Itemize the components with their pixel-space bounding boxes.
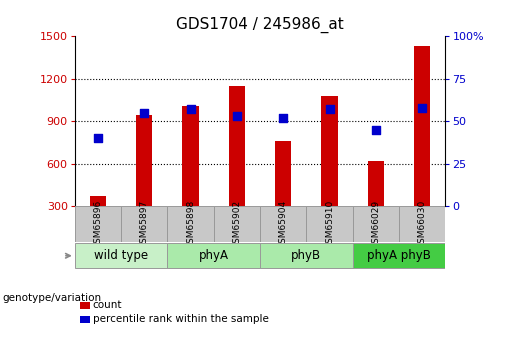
- Text: phyA phyB: phyA phyB: [367, 249, 431, 262]
- Bar: [229, 86, 245, 248]
- Text: percentile rank within the sample: percentile rank within the sample: [93, 314, 269, 324]
- Text: GSM65897: GSM65897: [140, 200, 149, 249]
- FancyBboxPatch shape: [306, 206, 353, 242]
- Text: genotype/variation: genotype/variation: [3, 294, 101, 303]
- Point: [233, 113, 241, 119]
- FancyBboxPatch shape: [75, 244, 167, 268]
- FancyBboxPatch shape: [353, 206, 399, 242]
- Text: wild type: wild type: [94, 249, 148, 262]
- Bar: [90, 196, 106, 248]
- Bar: [275, 141, 291, 248]
- Text: GSM66029: GSM66029: [371, 200, 381, 249]
- Bar: [414, 46, 431, 248]
- Point: [94, 135, 102, 141]
- Text: GSM65910: GSM65910: [325, 200, 334, 249]
- Point: [140, 110, 148, 115]
- Point: [372, 127, 380, 132]
- Point: [186, 107, 195, 112]
- Text: phyA: phyA: [199, 249, 229, 262]
- Text: GSM65896: GSM65896: [93, 200, 102, 249]
- FancyBboxPatch shape: [167, 244, 260, 268]
- Text: count: count: [93, 300, 122, 310]
- Title: GDS1704 / 245986_at: GDS1704 / 245986_at: [176, 17, 344, 33]
- Bar: [136, 116, 152, 248]
- FancyBboxPatch shape: [399, 206, 445, 242]
- FancyBboxPatch shape: [167, 206, 214, 242]
- Text: GSM66030: GSM66030: [418, 200, 427, 249]
- Bar: [182, 106, 199, 248]
- Bar: [321, 96, 338, 248]
- FancyBboxPatch shape: [121, 206, 167, 242]
- Point: [279, 115, 287, 120]
- Text: GSM65902: GSM65902: [232, 200, 242, 249]
- Bar: [368, 161, 384, 248]
- FancyBboxPatch shape: [75, 206, 121, 242]
- Point: [418, 105, 426, 110]
- FancyBboxPatch shape: [260, 244, 353, 268]
- FancyBboxPatch shape: [260, 206, 306, 242]
- Point: [325, 107, 334, 112]
- Text: phyB: phyB: [291, 249, 321, 262]
- Text: GSM65904: GSM65904: [279, 200, 288, 249]
- FancyBboxPatch shape: [214, 206, 260, 242]
- Text: GSM65898: GSM65898: [186, 200, 195, 249]
- FancyBboxPatch shape: [353, 244, 445, 268]
